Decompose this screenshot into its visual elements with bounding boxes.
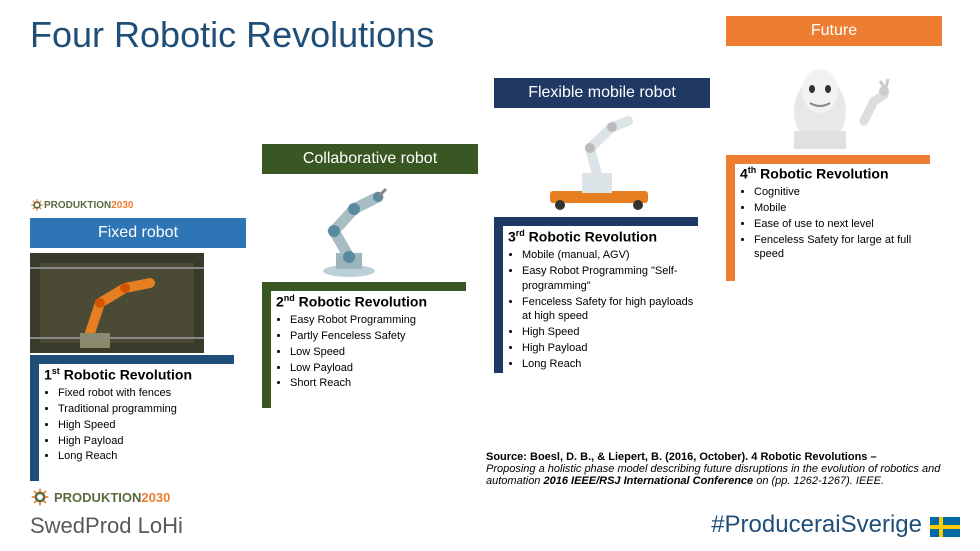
citation-2c: on (pp. 1262-1267). IEEE. bbox=[753, 475, 884, 487]
bullet-item: Easy Robot Programming "Self-programming… bbox=[522, 264, 698, 294]
revolution-title: 4th Robotic Revolution bbox=[740, 165, 889, 182]
bracket-top bbox=[726, 155, 930, 164]
revolution-title: 3rd Robotic Revolution bbox=[508, 228, 657, 245]
bracket-left bbox=[494, 217, 503, 373]
bullet-item: Low Speed bbox=[290, 345, 466, 360]
bullet-item: Ease of use to next level bbox=[754, 217, 930, 232]
citation-2b: 2016 IEEE/RSJ International Conference bbox=[543, 475, 753, 487]
bracket-left bbox=[262, 282, 271, 408]
bullet-item: Long Reach bbox=[58, 449, 234, 464]
bullet-item: Cognitive bbox=[754, 185, 930, 200]
citation-line2: Proposing a holistic phase model describ… bbox=[486, 463, 940, 487]
bracket-top bbox=[30, 355, 234, 364]
bullet-item: Fenceless Safety for large at full speed bbox=[754, 233, 930, 263]
bullet-item: High Speed bbox=[58, 418, 234, 433]
gear-icon bbox=[30, 198, 44, 212]
slide-title: Four Robotic Revolutions bbox=[30, 14, 434, 56]
bullet-item: Traditional programming bbox=[58, 402, 234, 417]
bracket-left bbox=[30, 355, 39, 481]
column-header: Collaborative robot bbox=[262, 144, 478, 174]
column-header: Fixed robot bbox=[30, 218, 246, 248]
revolution-bullets: Mobile (manual, AGV)Easy Robot Programmi… bbox=[508, 248, 698, 373]
bullet-item: High Payload bbox=[522, 341, 698, 356]
robot-image bbox=[30, 253, 204, 353]
gear-icon bbox=[30, 487, 50, 507]
logo-text-b: 2030 bbox=[141, 490, 170, 505]
column-header: Flexible mobile robot bbox=[494, 78, 710, 108]
revolution-title: 2nd Robotic Revolution bbox=[276, 293, 427, 310]
bullet-item: Easy Robot Programming bbox=[290, 313, 466, 328]
logo-text-a: PRODUKTION bbox=[44, 200, 111, 211]
citation: Source: Boesl, D. B., & Liepert, B. (201… bbox=[486, 451, 946, 487]
bullet-item: Partly Fenceless Safety bbox=[290, 329, 466, 344]
column-header: Future bbox=[726, 16, 942, 46]
logo-text-a: PRODUKTION bbox=[54, 490, 141, 505]
bullet-item: Fenceless Safety for high payloads at hi… bbox=[522, 295, 698, 325]
bullet-item: Low Payload bbox=[290, 361, 466, 376]
revolution-title: 1st Robotic Revolution bbox=[44, 366, 192, 383]
bullet-item: High Payload bbox=[58, 434, 234, 449]
bracket-top bbox=[494, 217, 698, 226]
logo-produktion-2030-footer: PRODUKTION2030 bbox=[30, 487, 170, 507]
bullet-item: Mobile (manual, AGV) bbox=[522, 248, 698, 263]
robot-image bbox=[510, 113, 684, 213]
robot-image bbox=[740, 51, 914, 151]
bullet-item: Mobile bbox=[754, 201, 930, 216]
revolution-bullets: Fixed robot with fencesTraditional progr… bbox=[44, 386, 234, 465]
bullet-item: High Speed bbox=[522, 325, 698, 340]
robot-image bbox=[262, 179, 436, 279]
bracket-left bbox=[726, 155, 735, 281]
logo-text-b: 2030 bbox=[111, 200, 133, 211]
revolution-bullets: CognitiveMobileEase of use to next level… bbox=[740, 185, 930, 263]
footer-left-text: SwedProd LoHi bbox=[30, 513, 183, 539]
footer-hashtag: #ProduceraiSverige bbox=[711, 511, 922, 539]
logo-produktion-2030-top: PRODUKTION2030 bbox=[30, 198, 133, 212]
bullet-item: Short Reach bbox=[290, 376, 466, 391]
bullet-item: Long Reach bbox=[522, 357, 698, 372]
sweden-flag-icon bbox=[930, 517, 960, 537]
citation-line1: Source: Boesl, D. B., & Liepert, B. (201… bbox=[486, 451, 877, 463]
bracket-top bbox=[262, 282, 466, 291]
revolution-bullets: Easy Robot ProgrammingPartly Fenceless S… bbox=[276, 313, 466, 392]
bullet-item: Fixed robot with fences bbox=[58, 386, 234, 401]
